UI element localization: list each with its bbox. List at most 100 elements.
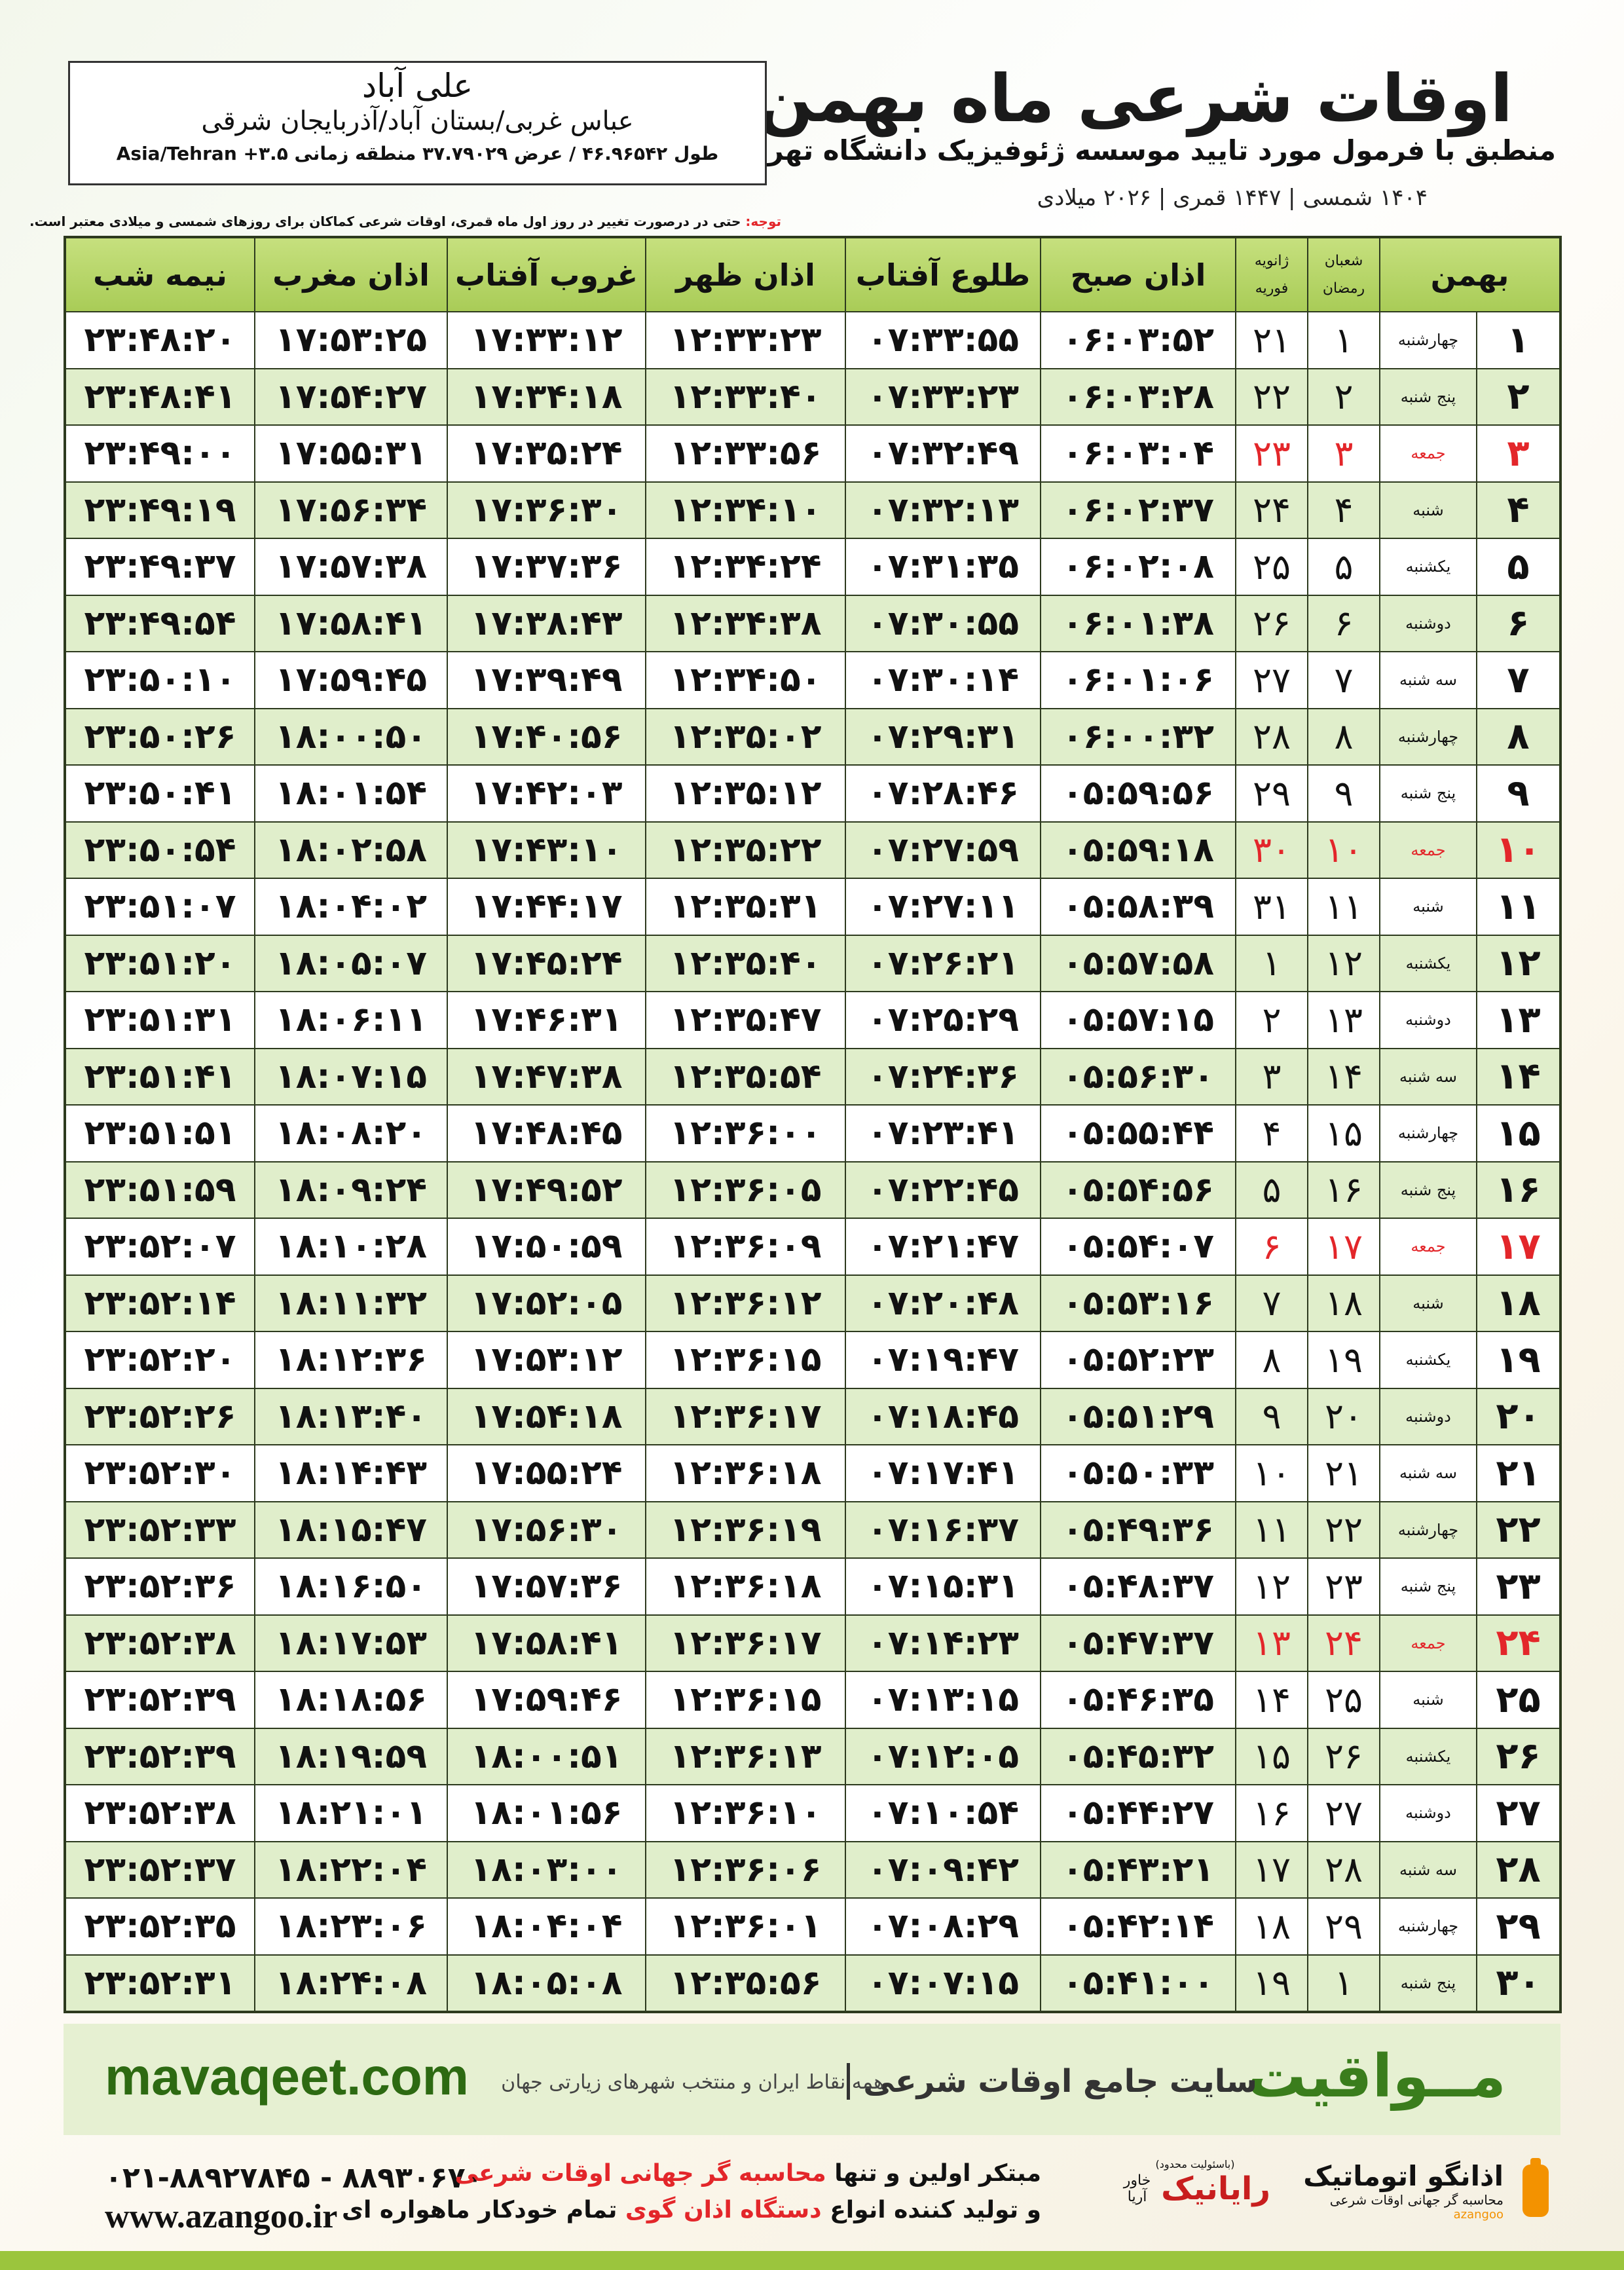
time-cell: ۱۷:۴۷:۳۸ bbox=[447, 1047, 646, 1106]
time-cell: ۰۷:۲۲:۴۵ bbox=[845, 1161, 1041, 1219]
time-cell: ۱۸:۰۷:۱۵ bbox=[254, 1047, 448, 1106]
column-header: ژانویه فوریه bbox=[1235, 236, 1308, 312]
date-cell: ۷ bbox=[1307, 651, 1380, 709]
promo-line: و تولید کننده انواع دستگاه اذان گوی تمام… bbox=[342, 2197, 1041, 2223]
logo-text: اذانگو اتوماتیک bbox=[1303, 2160, 1504, 2192]
footer-band bbox=[64, 2024, 1560, 2135]
time-cell: ۰۵:۴۷:۳۷ bbox=[1040, 1614, 1236, 1672]
time-cell: ۱۷:۵۴:۱۸ bbox=[447, 1387, 646, 1445]
date-cell: ۳ bbox=[1307, 424, 1380, 483]
note-label: توجه: bbox=[745, 214, 781, 229]
dates: ۱۴۰۴ شمسی | ۱۴۴۷ قمری | ۲۰۲۶ میلادی bbox=[1037, 185, 1428, 211]
website[interactable]: mavaqeet.com bbox=[105, 2047, 469, 2106]
date-cell: جمعه bbox=[1379, 1614, 1477, 1672]
row: ۷ سه شنبه ۷ ۲۷ ۰۶:۰۱:۰۶ ۰۷:۳۰:۱۴ ۱۲:۳۴:۵۰ ۱۷:۳۹… bbox=[64, 651, 1561, 709]
time-cell: ۰۷:۲۳:۴۱ bbox=[845, 1104, 1041, 1163]
date-cell: ۲۵ bbox=[1235, 538, 1308, 596]
time-cell: ۱۷:۵۳:۱۲ bbox=[447, 1331, 646, 1389]
date-cell: ۲۶ bbox=[1235, 594, 1308, 652]
time-cell: ۰۷:۱۹:۴۷ bbox=[845, 1331, 1041, 1389]
time-cell: ۱۲:۳۳:۲۳ bbox=[645, 311, 846, 369]
time-cell: ۱۸:۲۲:۰۴ bbox=[254, 1840, 448, 1899]
time-cell: ۱۸:۱۴:۴۳ bbox=[254, 1444, 448, 1502]
date-cell: ۶ bbox=[1307, 594, 1380, 652]
time-cell: ۰۶:۰۲:۰۸ bbox=[1040, 538, 1236, 596]
time-cell: ۱۷:۵۵:۳۱ bbox=[254, 424, 448, 483]
time-cell: ۰۵:۵۳:۱۶ bbox=[1040, 1274, 1236, 1332]
time-cell: ۰۷:۱۸:۴۵ bbox=[845, 1387, 1041, 1445]
time-cell: ۱۸:۲۴:۰۸ bbox=[254, 1954, 448, 2013]
time-cell: ۱۷:۵۲:۰۵ bbox=[447, 1274, 646, 1332]
note-text: حتی در درصورت تغییر در روز اول ماه قمری،… bbox=[29, 214, 741, 229]
time-cell: ۱۸:۰۴:۰۴ bbox=[447, 1897, 646, 1956]
time-cell: ۱۲:۳۴:۵۰ bbox=[645, 651, 846, 709]
date-cell: ۲۲ bbox=[1235, 367, 1308, 426]
date-cell: جمعه bbox=[1379, 424, 1477, 483]
date-cell: ۳۱ bbox=[1235, 878, 1308, 936]
date-cell: ۱۲ bbox=[1307, 934, 1380, 992]
date-cell: ۹ bbox=[1307, 764, 1380, 823]
date-cell: ۲۸ bbox=[1307, 1840, 1380, 1899]
date-cell: ۱۵ bbox=[1476, 1104, 1561, 1163]
row: ۲۰ دوشنبه ۲۰ ۹ ۰۵:۵۱:۲۹ ۰۷:۱۸:۴۵ ۱۲:۳۶:۱۷ ۱۷:۵۴… bbox=[64, 1387, 1561, 1445]
time-cell: ۱۸:۲۳:۰۶ bbox=[254, 1897, 448, 1956]
website[interactable]: www.azangoo.ir bbox=[105, 2198, 338, 2235]
time-cell: ۰۵:۴۸:۳۷ bbox=[1040, 1557, 1236, 1616]
time-cell: ۲۳:۵۱:۴۱ bbox=[64, 1047, 255, 1106]
date-cell: ۹ bbox=[1235, 1387, 1308, 1445]
table-body: ۱ چهارشنبه ۱ ۲۱ ۰۶:۰۳:۵۲ ۰۷:۳۳:۵۵ ۱۲:۳۳:۲۳ ۱۷:۳… bbox=[64, 311, 1561, 2013]
date-cell: ۲۲ bbox=[1307, 1500, 1380, 1559]
time-cell: ۰۷:۰۸:۲۹ bbox=[845, 1897, 1041, 1956]
date-cell: ۶ bbox=[1476, 594, 1561, 652]
time-cell: ۰۷:۱۳:۱۵ bbox=[845, 1671, 1041, 1729]
column-header: اذان صبح bbox=[1040, 236, 1236, 312]
row: ۲ پنج شنبه ۲ ۲۲ ۰۶:۰۳:۲۸ ۰۷:۳۳:۲۳ ۱۲:۳۳:۴۰ ۱۷:۳… bbox=[64, 367, 1561, 426]
time-cell: ۱۸:۱۸:۵۶ bbox=[254, 1671, 448, 1729]
time-cell: ۰۵:۵۷:۵۸ bbox=[1040, 934, 1236, 992]
date-cell: ۲۴ bbox=[1476, 1614, 1561, 1672]
time-cell: ۰۷:۳۰:۱۴ bbox=[845, 651, 1041, 709]
date-cell: ۱۳ bbox=[1307, 991, 1380, 1049]
row: ۵ یکشنبه ۵ ۲۵ ۰۶:۰۲:۰۸ ۰۷:۳۱:۳۵ ۱۲:۳۴:۲۴ ۱۷:۳۷:… bbox=[64, 538, 1561, 596]
date-cell: ۲۸ bbox=[1476, 1840, 1561, 1899]
time-cell: ۱۲:۳۶:۱۵ bbox=[645, 1671, 846, 1729]
date-cell: چهارشنبه bbox=[1379, 707, 1477, 766]
time-cell: ۱۷:۴۰:۵۶ bbox=[447, 707, 646, 766]
time-cell: ۰۶:۰۳:۰۴ bbox=[1040, 424, 1236, 483]
time-cell: ۰۵:۵۸:۳۹ bbox=[1040, 878, 1236, 936]
row: ۲۶ یکشنبه ۲۶ ۱۵ ۰۵:۴۵:۳۲ ۰۷:۱۲:۰۵ ۱۲:۳۶:۱۳ ۱۸:۰… bbox=[64, 1727, 1561, 1785]
date-cell: ۲۹ bbox=[1476, 1897, 1561, 1956]
time-cell: ۱۲:۳۶:۰۹ bbox=[645, 1218, 846, 1276]
time-cell: ۱۸:۰۲:۵۸ bbox=[254, 821, 448, 879]
date-cell: جمعه bbox=[1379, 821, 1477, 879]
date-cell: ۱۴ bbox=[1476, 1047, 1561, 1106]
column-header: غروب آفتاب bbox=[447, 236, 646, 312]
time-cell: ۰۷:۳۰:۵۵ bbox=[845, 594, 1041, 652]
date-cell: ۳ bbox=[1476, 424, 1561, 483]
logo-text: خاور آریا bbox=[1123, 2172, 1151, 2205]
date-cell: ۲ bbox=[1235, 991, 1308, 1049]
row: ۲۹ چهارشنبه ۲۹ ۱۸ ۰۵:۴۲:۱۴ ۰۷:۰۸:۲۹ ۱۲:۳۶:۰۱ ۱۸… bbox=[64, 1897, 1561, 1956]
time-cell: ۰۵:۴۱:۰۰ bbox=[1040, 1954, 1236, 2013]
bottom-bar bbox=[0, 2251, 1624, 2270]
column-header-text: شعبان bbox=[1324, 252, 1363, 269]
time-cell: ۱۸:۰۹:۲۴ bbox=[254, 1161, 448, 1219]
logo-text: محاسبه گر جهانی اوقات شرعی bbox=[1329, 2192, 1504, 2208]
logo-text: رایانیک bbox=[1161, 2170, 1270, 2207]
time-cell: ۲۳:۵۲:۳۸ bbox=[64, 1614, 255, 1672]
date-cell: ۱۴ bbox=[1307, 1047, 1380, 1106]
date-cell: یکشنبه bbox=[1379, 1727, 1477, 1785]
time-cell: ۱۸:۰۰:۵۱ bbox=[447, 1727, 646, 1785]
date-cell: ۸ bbox=[1307, 707, 1380, 766]
date-cell: ۱۳ bbox=[1235, 1614, 1308, 1672]
date-cell: یکشنبه bbox=[1379, 934, 1477, 992]
time-cell: ۱۷:۳۶:۳۰ bbox=[447, 481, 646, 539]
rayanik-logo: (باسئولیت محدود) رایانیک خاور آریا bbox=[1120, 2158, 1270, 2207]
time-cell: ۰۷:۲۰:۴۸ bbox=[845, 1274, 1041, 1332]
time-cell: ۱۲:۳۴:۲۴ bbox=[645, 538, 846, 596]
time-cell: ۱۲:۳۶:۱۰ bbox=[645, 1784, 846, 1842]
row: ۹ پنج شنبه ۹ ۲۹ ۰۵:۵۹:۵۶ ۰۷:۲۸:۴۶ ۱۲:۳۵:۱۲ ۱۷:۴… bbox=[64, 764, 1561, 823]
date-cell: چهارشنبه bbox=[1379, 1897, 1477, 1956]
time-cell: ۱۲:۳۵:۱۲ bbox=[645, 764, 846, 823]
